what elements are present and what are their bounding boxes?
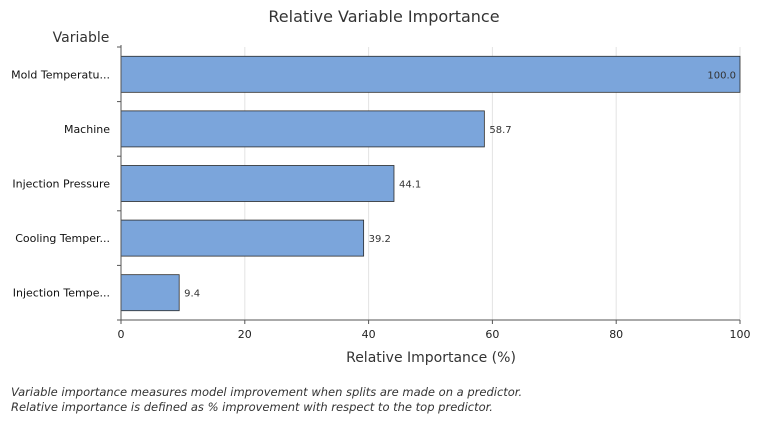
bar-2 (120, 165, 395, 202)
category-label-2: Injection Pressure (12, 178, 110, 191)
x-tick-label-3: 60 (485, 328, 499, 341)
bars (120, 55, 741, 312)
footnote-line-2: Relative importance is defined as % impr… (11, 400, 493, 414)
x-tick-label-0: 0 (118, 328, 125, 341)
data-label-3: 39.2 (369, 234, 391, 245)
footnote-line-1: Variable importance measures model impro… (11, 385, 523, 399)
x-tick-label-4: 80 (609, 328, 623, 341)
data-label-1: 58.7 (489, 125, 511, 136)
x-axis-title: Relative Importance (%) (346, 350, 516, 366)
data-label-2: 44.1 (399, 180, 421, 191)
data-label-4: 9.4 (184, 289, 200, 300)
chart-title: Relative Variable Importance (268, 7, 499, 26)
data-label-0: 100.0 (707, 70, 736, 81)
category-label-3: Cooling Temper... (15, 232, 110, 245)
relative-importance-chart: Relative Variable Importance Variable 10… (11, 7, 750, 366)
axes (117, 45, 741, 324)
category-axis-title: Variable (53, 30, 110, 46)
x-tick-label-5: 100 (730, 328, 751, 341)
bar-1 (120, 110, 485, 148)
x-tick-label-1: 20 (238, 328, 252, 341)
bar-4 (120, 274, 180, 312)
category-label-4: Injection Tempe... (13, 287, 110, 300)
bar-3 (120, 219, 365, 257)
bar-0 (120, 55, 741, 93)
labels: 100.0 Mold Temperatu... 58.7 Machine 44.1 Inj… (11, 68, 750, 341)
category-label-1: Machine (64, 123, 110, 136)
x-tick-label-2: 40 (362, 328, 376, 341)
category-label-0: Mold Temperatu... (11, 68, 110, 81)
footnote: Variable importance measures model impro… (11, 385, 522, 415)
